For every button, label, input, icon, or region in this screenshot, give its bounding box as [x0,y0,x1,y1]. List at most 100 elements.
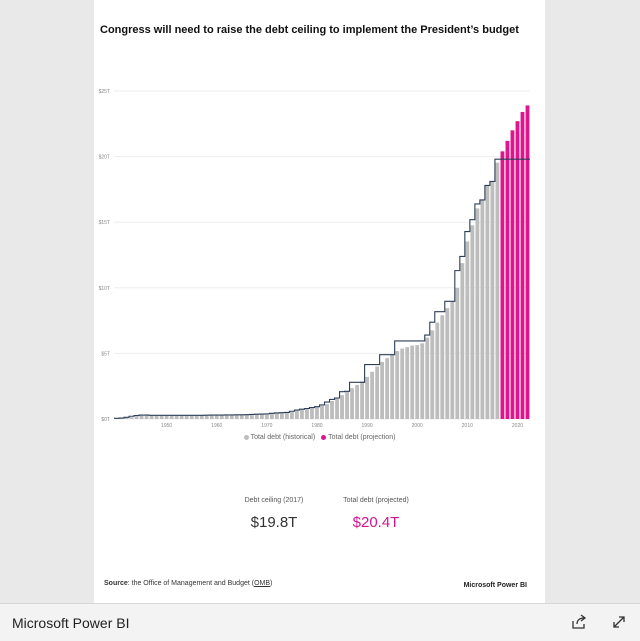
bar-historical [144,415,149,419]
bar-historical [209,415,214,419]
bar-historical [410,345,415,419]
bar-historical [164,415,169,419]
bar-historical [189,415,194,419]
bar-historical [480,199,485,419]
bar-historical [375,366,380,419]
bar-historical [179,415,184,419]
y-tick-label: $25T [99,89,110,95]
bar-historical [430,330,435,419]
share-icon[interactable] [569,612,589,632]
chart-legend: Total debt (historical) Total debt (proj… [94,434,545,441]
bar-projection [525,105,530,419]
kpi-debt-ceiling: Debt ceiling (2017) $19.8T [214,497,334,531]
bar-historical [425,337,430,419]
bar-historical [415,345,420,419]
bar-historical [295,410,299,419]
bar-historical [224,415,229,419]
bar-historical [194,415,199,419]
legend-dot-projection [321,434,327,440]
bar-historical [345,391,349,419]
legend-label-historical: Total debt (historical) [250,434,316,441]
bar-historical [174,415,179,419]
report-canvas: Congress will need to raise the debt cei… [94,0,545,603]
bar-historical [154,415,159,419]
bar-historical [340,395,344,419]
bar-historical [495,162,500,419]
bar-historical [285,412,289,419]
debt-chart: $0T $5T $10T $15T $20T $25T 1950 1960 1970 1980 19… [99,89,530,429]
bar-historical [335,398,339,419]
bar-historical [300,409,304,419]
bar-historical [159,415,164,419]
legend-item-historical[interactable]: Total debt (historical) [243,434,316,441]
bar-historical [380,361,385,419]
bar-historical [435,322,440,419]
bar-historical [450,301,455,419]
x-tick-label: 2020 [512,423,523,429]
bar-historical [149,415,154,419]
bar-historical [264,414,269,419]
bar-historical [330,401,334,419]
y-tick-label: $10T [99,286,110,292]
footer-bar: Microsoft Power BI [0,603,640,641]
bar-historical [315,407,319,419]
source-link-omb[interactable]: OMB [254,580,271,587]
bar-historical [244,414,249,419]
y-tick-label: $20T [99,155,110,161]
bar-historical [390,354,395,419]
x-tick-label: 1970 [261,423,272,429]
report-brand: Microsoft Power BI [463,582,527,589]
x-tick-label: 2010 [462,423,473,429]
source-note: Source: the Office of Management and Bud… [104,580,272,587]
source-text: : the Office of Management and Budget ( [127,580,255,587]
debt-ceiling-line [114,158,530,419]
bar-historical [169,415,174,419]
source-close: ) [270,580,273,587]
x-tick-label: 1960 [211,423,222,429]
x-tick-label: 1990 [362,423,373,429]
bar-historical [305,408,309,419]
kpi-debt-ceiling-value: $19.8T [250,514,298,531]
bar-historical [249,414,254,419]
expand-icon[interactable] [609,612,629,632]
bar-historical [355,384,359,419]
bar-historical [134,416,139,419]
bar-historical [279,412,284,419]
kpi-total-debt-label: Total debt (projected) [343,497,409,504]
source-label: Source [104,580,128,587]
kpi-debt-ceiling-label: Debt ceiling (2017) [244,497,304,504]
footer-brand: Microsoft Power BI [12,615,130,631]
bar-historical [204,415,209,419]
bar-historical [310,408,314,419]
bar-historical [465,241,470,419]
bar-historical [485,185,490,419]
bar-historical [370,371,375,419]
bar-historical [274,413,279,419]
bar-historical [320,405,324,419]
bar-historical [139,415,144,419]
bar-historical [124,417,129,419]
kpi-total-debt-value: $20.4T [352,514,400,531]
bar-historical [234,414,239,419]
bar-historical [400,348,405,419]
legend-dot-historical [243,434,249,440]
bar-historical [475,208,480,419]
bar-projection [505,140,510,419]
bar-historical [259,414,264,419]
bar-projection [515,121,520,420]
bar-historical [440,315,445,419]
bar-historical [470,225,475,419]
bar-historical [420,343,425,419]
y-tick-label: $0T [101,417,110,423]
bar-historical [405,347,410,419]
x-tick-label: 2000 [412,423,423,429]
bar-historical [460,263,465,419]
bar-historical [385,358,390,419]
bar-historical [445,308,450,419]
bar-historical [184,415,189,419]
legend-item-projection[interactable]: Total debt (projection) [321,434,395,441]
y-tick-label: $5T [101,351,110,357]
report-title: Congress will need to raise the debt cei… [100,24,519,36]
x-tick-label: 1950 [161,423,172,429]
kpi-total-debt: Total debt (projected) $20.4T [316,497,436,531]
